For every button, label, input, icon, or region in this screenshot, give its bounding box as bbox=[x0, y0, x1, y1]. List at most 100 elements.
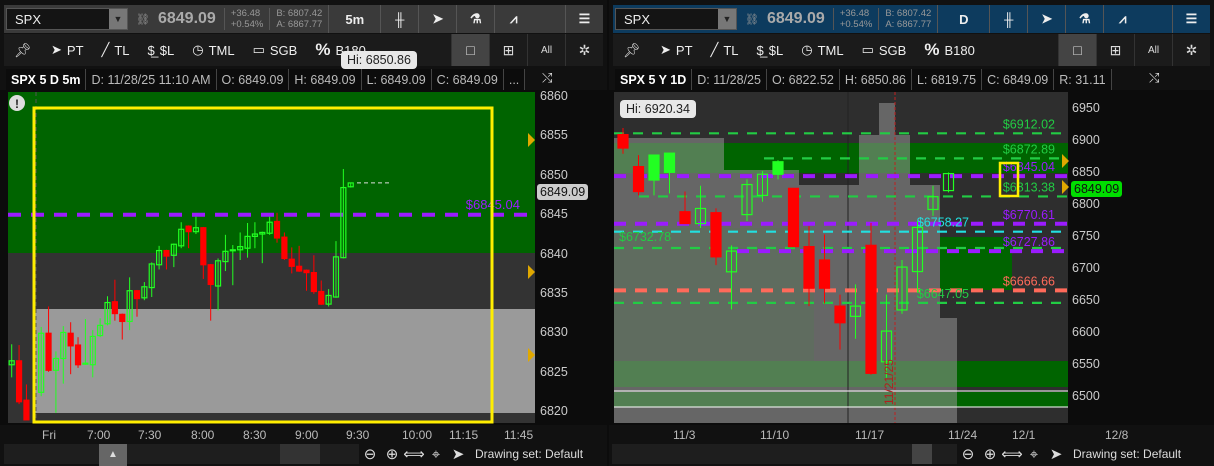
tool-sl[interactable]: $̲ $L bbox=[748, 34, 793, 66]
cursor-icon[interactable]: ➤ bbox=[1027, 5, 1065, 33]
candle-style-icon[interactable]: ╫ bbox=[380, 5, 418, 33]
sync-icon[interactable]: ⤭ bbox=[1149, 70, 1160, 85]
scrollbar[interactable]: ▲ bbox=[4, 444, 359, 466]
symbol-selector[interactable]: SPX ▼ bbox=[615, 8, 737, 30]
candle-body bbox=[163, 249, 170, 257]
tool-sl[interactable]: $̲ $L bbox=[139, 34, 184, 66]
candle bbox=[15, 345, 23, 405]
price-tag: 6849.09 bbox=[537, 184, 589, 200]
alert-icon-glyph: ! bbox=[15, 97, 19, 111]
pan-icon[interactable]: ⟺ bbox=[1001, 446, 1023, 463]
link-icon[interactable]: ⛓ bbox=[136, 13, 150, 26]
highlight-rectangle[interactable] bbox=[32, 106, 494, 424]
all-button[interactable]: All bbox=[1134, 34, 1172, 66]
tool-tl[interactable]: ╱ TL bbox=[702, 34, 748, 66]
pin-icon[interactable]: 📌︎ bbox=[14, 41, 32, 58]
candle bbox=[52, 351, 60, 413]
level-label: $6872.89 bbox=[1003, 142, 1055, 156]
studies-flask-icon[interactable]: ⚗ bbox=[456, 5, 494, 33]
single-layout-icon[interactable]: □ bbox=[451, 34, 489, 66]
chart-title: SPX 5 D 5m bbox=[6, 69, 87, 91]
scroll-grip[interactable] bbox=[280, 444, 320, 464]
clock-icon: ◷ bbox=[192, 42, 204, 57]
all-button[interactable]: All bbox=[527, 34, 565, 66]
change-pct: +0.54% bbox=[839, 19, 873, 30]
tool-tml[interactable]: ◷ TML bbox=[183, 34, 243, 66]
info-low: L: 6849.09 bbox=[362, 69, 432, 91]
gear-icon[interactable]: ✲ bbox=[1172, 34, 1210, 66]
interval-button[interactable]: D bbox=[937, 5, 989, 33]
price-axis-label: 6850 bbox=[540, 167, 568, 182]
zoom-out-icon[interactable]: ⊖ bbox=[961, 446, 975, 463]
pan-icon[interactable]: ⟺ bbox=[403, 446, 425, 463]
drawing-set-selector[interactable]: Drawing set: Default bbox=[475, 447, 584, 461]
chevron-down-icon[interactable]: ▼ bbox=[109, 9, 127, 29]
pin-icon[interactable]: 📌︎ bbox=[623, 41, 641, 58]
tool-sgb[interactable]: ▭ SGB bbox=[244, 34, 307, 66]
grid-layout-icon[interactable]: ⊞ bbox=[489, 34, 527, 66]
candle-body bbox=[325, 294, 332, 305]
symbol-selector[interactable]: SPX ▼ bbox=[6, 8, 128, 30]
grid-layout-icon[interactable]: ⊞ bbox=[1096, 34, 1134, 66]
tool-pt[interactable]: ➤ PT bbox=[42, 34, 93, 66]
single-layout-icon[interactable]: □ bbox=[1058, 34, 1096, 66]
date-axis-label: 11/3 bbox=[673, 428, 696, 442]
candle-style-icon[interactable]: ╫ bbox=[989, 5, 1027, 33]
candle bbox=[237, 232, 244, 261]
crosshair-icon[interactable]: ⌖ bbox=[431, 445, 441, 463]
cursor-icon[interactable]: ➤ bbox=[1049, 446, 1063, 463]
zoom-in-icon[interactable]: ⊕ bbox=[983, 446, 997, 463]
highlight-rectangle[interactable] bbox=[998, 161, 1020, 198]
menu-list-icon[interactable]: ☰ bbox=[1172, 5, 1210, 33]
menu-list-icon[interactable]: ☰ bbox=[565, 5, 603, 33]
candle bbox=[710, 208, 722, 266]
drawings-icon[interactable]: ⩘ bbox=[494, 5, 532, 33]
interval-button[interactable]: 5m bbox=[328, 5, 380, 33]
price-axis-label: 6950 bbox=[1072, 101, 1100, 115]
time-axis-label: 7:00 bbox=[87, 428, 111, 442]
candle bbox=[296, 245, 303, 272]
tool-tml[interactable]: ◷ TML bbox=[792, 34, 852, 66]
candle bbox=[74, 337, 82, 368]
tool-pt[interactable]: ➤ PT bbox=[651, 34, 702, 66]
scrollbar[interactable] bbox=[612, 444, 957, 464]
scroll-thumb[interactable]: ▲ bbox=[99, 444, 127, 466]
price-axis-label: 6800 bbox=[1072, 197, 1100, 211]
price-chart-left[interactable]: $6845.04 ! bbox=[0, 90, 607, 425]
cursor-icon[interactable]: ➤ bbox=[418, 5, 456, 33]
link-icon[interactable]: ⛓ bbox=[745, 13, 759, 26]
cursor-icon: ➤ bbox=[51, 42, 62, 57]
candle bbox=[207, 263, 214, 321]
candle-body bbox=[741, 183, 753, 216]
tool-tl[interactable]: ╱ TL bbox=[93, 34, 139, 66]
candle-body bbox=[818, 259, 831, 289]
drawings-icon[interactable]: ⩘ bbox=[1103, 5, 1141, 33]
candle bbox=[911, 221, 924, 293]
candle bbox=[251, 222, 259, 249]
candle-body bbox=[710, 212, 722, 258]
zoom-out-icon[interactable]: ⊖ bbox=[363, 446, 377, 463]
interval-label: D bbox=[959, 11, 969, 27]
candle-body bbox=[156, 249, 163, 266]
candle bbox=[332, 241, 340, 298]
candle-body bbox=[133, 290, 141, 300]
drawing-set-selector[interactable]: Drawing set: Default bbox=[1073, 447, 1182, 461]
candle bbox=[111, 279, 118, 321]
info-more[interactable]: ... bbox=[504, 69, 526, 91]
tool-sgb[interactable]: ▭ SGB bbox=[853, 34, 916, 66]
candle bbox=[927, 185, 939, 216]
zoom-in-icon[interactable]: ⊕ bbox=[385, 446, 399, 463]
crosshair-icon[interactable]: ⌖ bbox=[1029, 445, 1039, 463]
gear-icon[interactable]: ✲ bbox=[565, 34, 603, 66]
studies-flask-icon[interactable]: ⚗ bbox=[1065, 5, 1103, 33]
level-label: $6727.86 bbox=[1003, 235, 1055, 249]
scroll-grip[interactable] bbox=[912, 444, 932, 464]
volume-profile-bar bbox=[799, 185, 859, 423]
price-chart-right[interactable]: $6912.02$6872.89$6845.04$6813.38$6770.61… bbox=[609, 90, 1214, 425]
alert-icon[interactable] bbox=[9, 95, 25, 111]
sync-icon[interactable]: ⤭ bbox=[542, 70, 553, 85]
tool-b180[interactable]: % B180 bbox=[915, 34, 984, 66]
chevron-down-icon[interactable]: ▼ bbox=[718, 9, 736, 29]
cursor-icon[interactable]: ➤ bbox=[451, 446, 465, 463]
candle-body bbox=[310, 272, 317, 293]
